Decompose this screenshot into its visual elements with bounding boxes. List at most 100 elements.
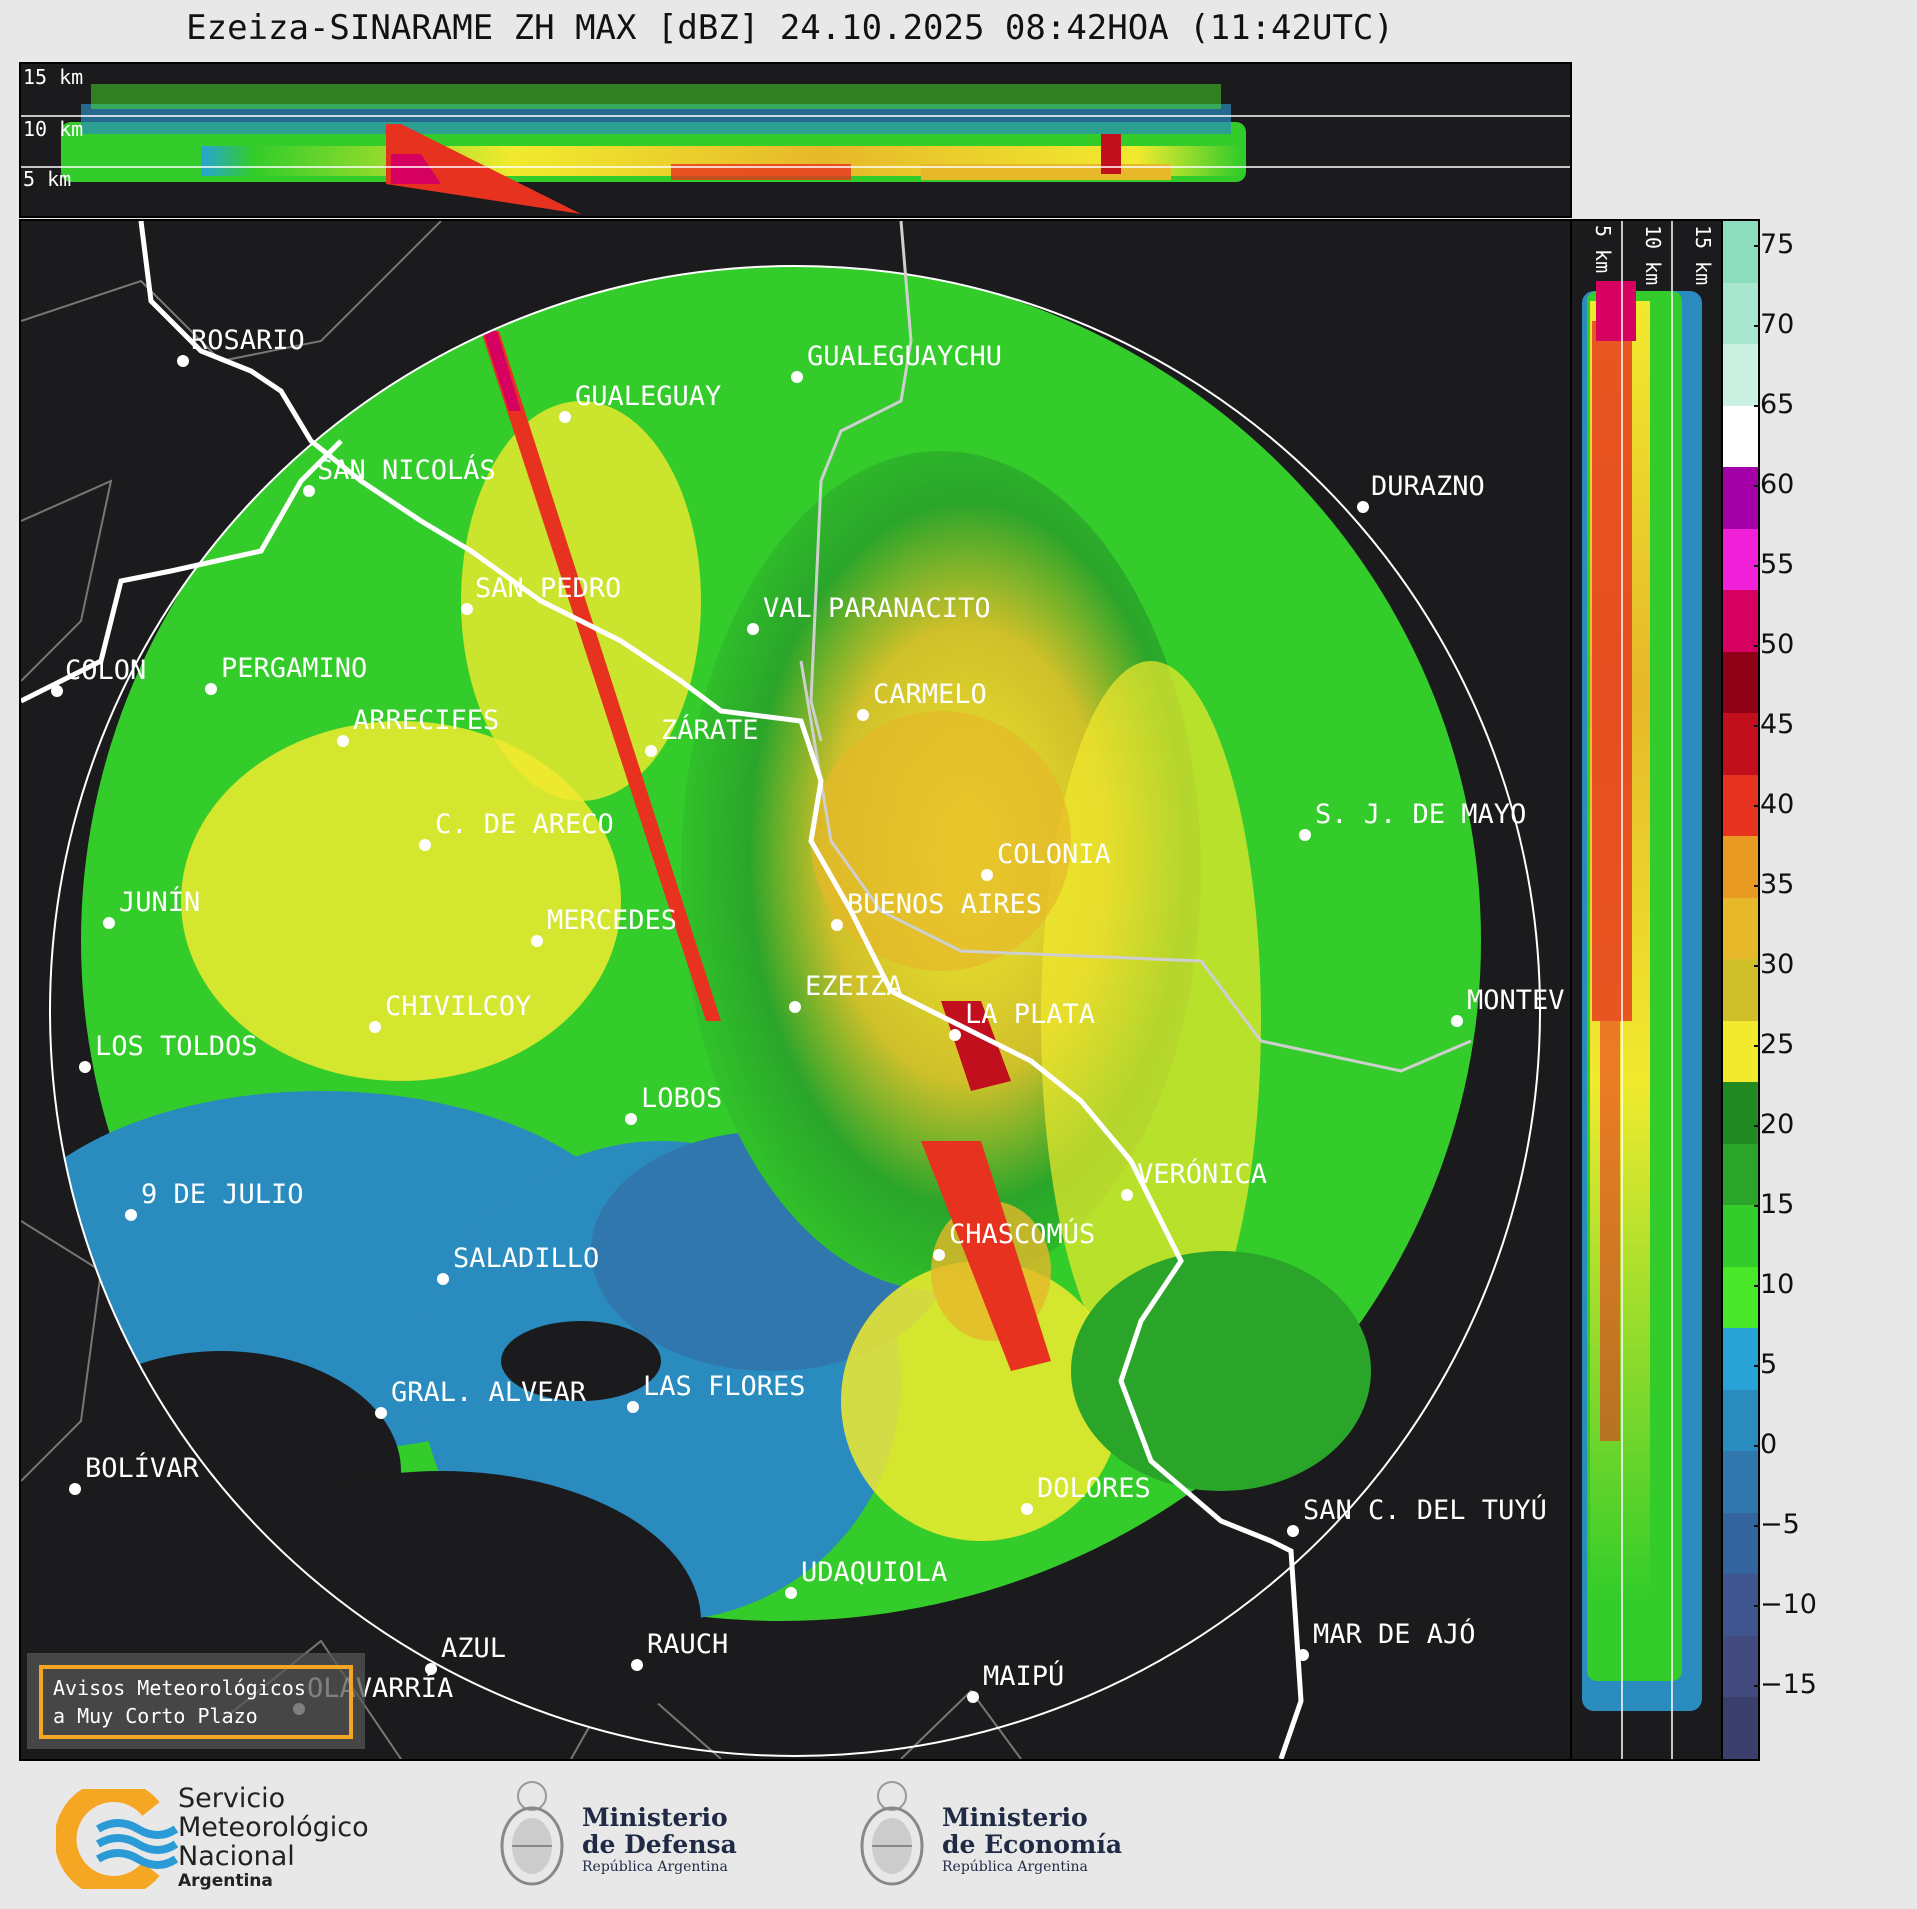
colorbar-segment [1723,835,1758,898]
city-marker [625,1113,637,1125]
city-6: VAL PARANACITO [747,593,991,635]
city-label: VAL PARANACITO [763,593,991,624]
colorbar-segment [1723,1512,1758,1575]
side-cross-section-panel: 5 km 10 km 15 km [1570,219,1723,1761]
city-5: SAN PEDRO [461,573,621,615]
smn-logo: Servicio Meteorológico Nacional Argentin… [56,1784,396,1894]
city-label: ROSARIO [191,325,305,356]
city-label: COLON [65,655,146,686]
city-label: DURAZNO [1371,471,1485,502]
city-20: CHIVILCOY [369,991,531,1033]
city-marker [1297,1649,1309,1661]
colorbar-tick-label: 10 [1753,1269,1795,1300]
range-ring [49,265,1541,1757]
city-32: SAN C. DEL TUYÚ [1287,1494,1547,1537]
colorbar-segment [1723,220,1758,283]
colorbar-segment [1723,282,1758,345]
top-cross-section-image: 15 km 10 km 5 km [21,65,1570,214]
city-marker [791,371,803,383]
city-marker [125,1209,137,1221]
city-label: GRAL. ALVEAR [391,1377,587,1408]
colorbar-tick-label: 0 [1753,1429,1778,1460]
city-15: JUNÍN [103,886,200,929]
city-26: CHASCOMÚS [933,1218,1095,1261]
radar-map-panel: ROSARIO GUALEGUAYCHU GUALEGUAY SAN NICOLÁS D… [19,219,1572,1761]
city-label: MERCEDES [547,905,677,936]
city-label: ZÁRATE [661,714,759,746]
colorbar-segment [1723,528,1758,591]
city-31: DOLORES [1021,1473,1151,1515]
defensa-line2: de Defensa [582,1830,737,1859]
top-height-label-15km: 15 km [23,65,83,89]
city-label: SALADILLO [453,1243,599,1274]
city-13: C. DE ARECO [419,809,614,851]
city-3: SAN NICOLÁS [303,454,496,497]
city-14: COLONIA [981,839,1111,881]
colorbar-segment [1723,343,1758,406]
city-21: LA PLATA [949,999,1095,1041]
city-label: MAR DE AJÓ [1313,1618,1476,1650]
colorbar-segment [1723,1450,1758,1513]
side-height-label-10km: 10 km [1641,225,1665,285]
city-11: ZÁRATE [645,714,759,757]
city-38: MAIPÚ [967,1660,1064,1703]
smn-line1: Servicio [178,1783,286,1814]
city-marker [785,1587,797,1599]
colorbar-segment [1723,1696,1758,1759]
city-marker [79,1061,91,1073]
smn-emblem-icon [56,1789,179,1889]
economia-line3: República Argentina [942,1859,1088,1875]
colorbar-tick-label: −10 [1754,1589,1817,1620]
city-23: LOBOS [625,1083,722,1125]
city-label: MONTEV [1467,985,1565,1016]
city-label: PERGAMINO [221,653,367,684]
city-22: LOS TOLDOS [79,1031,258,1073]
city-label: C. DE ARECO [435,809,614,840]
city-marker [1121,1189,1133,1201]
coastline [21,221,1304,1759]
city-9: CARMELO [857,679,987,721]
city-marker [369,1021,381,1033]
warning-box[interactable]: Avisos Meteorológicos a Muy Corto Plazo [27,1653,365,1749]
city-18: EZEIZA [789,971,903,1013]
city-label: COLONIA [997,839,1111,870]
city-marker [461,603,473,615]
city-33: UDAQUIOLA [785,1557,947,1599]
colorbar-segment [1723,1081,1758,1144]
city-8: PERGAMINO [205,653,367,695]
city-label: CHASCOMÚS [949,1218,1095,1250]
colorbar-segment [1723,774,1758,837]
city-marker [103,917,115,929]
city-7: COLON [51,655,146,697]
city-label: BOLÍVAR [85,1452,200,1484]
city-label: EZEIZA [805,971,903,1002]
colorbar-tick-label: −5 [1754,1509,1800,1540]
colorbar-tick-label: 45 [1753,709,1795,740]
city-label: GUALEGUAY [575,381,721,412]
colorbar-segment [1723,958,1758,1021]
economia-line2: de Economía [942,1830,1123,1859]
city-marker [747,623,759,635]
city-label: RAUCH [647,1629,728,1660]
city-label: BUENOS AIRES [847,889,1042,920]
economia-line1: Ministerio [942,1803,1088,1832]
colorbar-tick-label: −15 [1754,1669,1817,1700]
city-marker [981,869,993,881]
city-29: LAS FLORES [627,1371,806,1413]
city-34: MAR DE AJÓ [1297,1618,1476,1661]
city-label: ARRECIFES [353,705,499,736]
city-4: DURAZNO [1357,471,1485,513]
city-label: S. J. DE MAYO [1315,799,1526,830]
city-marker [437,1273,449,1285]
city-24: VERÓNICA [1121,1158,1267,1201]
top-height-label-10km: 10 km [23,117,83,141]
colorbar-segment [1723,405,1758,468]
cities-layer: ROSARIO GUALEGUAYCHU GUALEGUAY SAN NICOLÁS D… [51,325,1565,1715]
city-marker [967,1691,979,1703]
colorbar-segment [1723,589,1758,652]
city-10: ARRECIFES [337,705,499,747]
city-label: JUNÍN [119,886,200,918]
city-marker [1021,1503,1033,1515]
warning-box-line1: Avisos Meteorológicos [53,1676,306,1700]
city-marker [303,485,315,497]
